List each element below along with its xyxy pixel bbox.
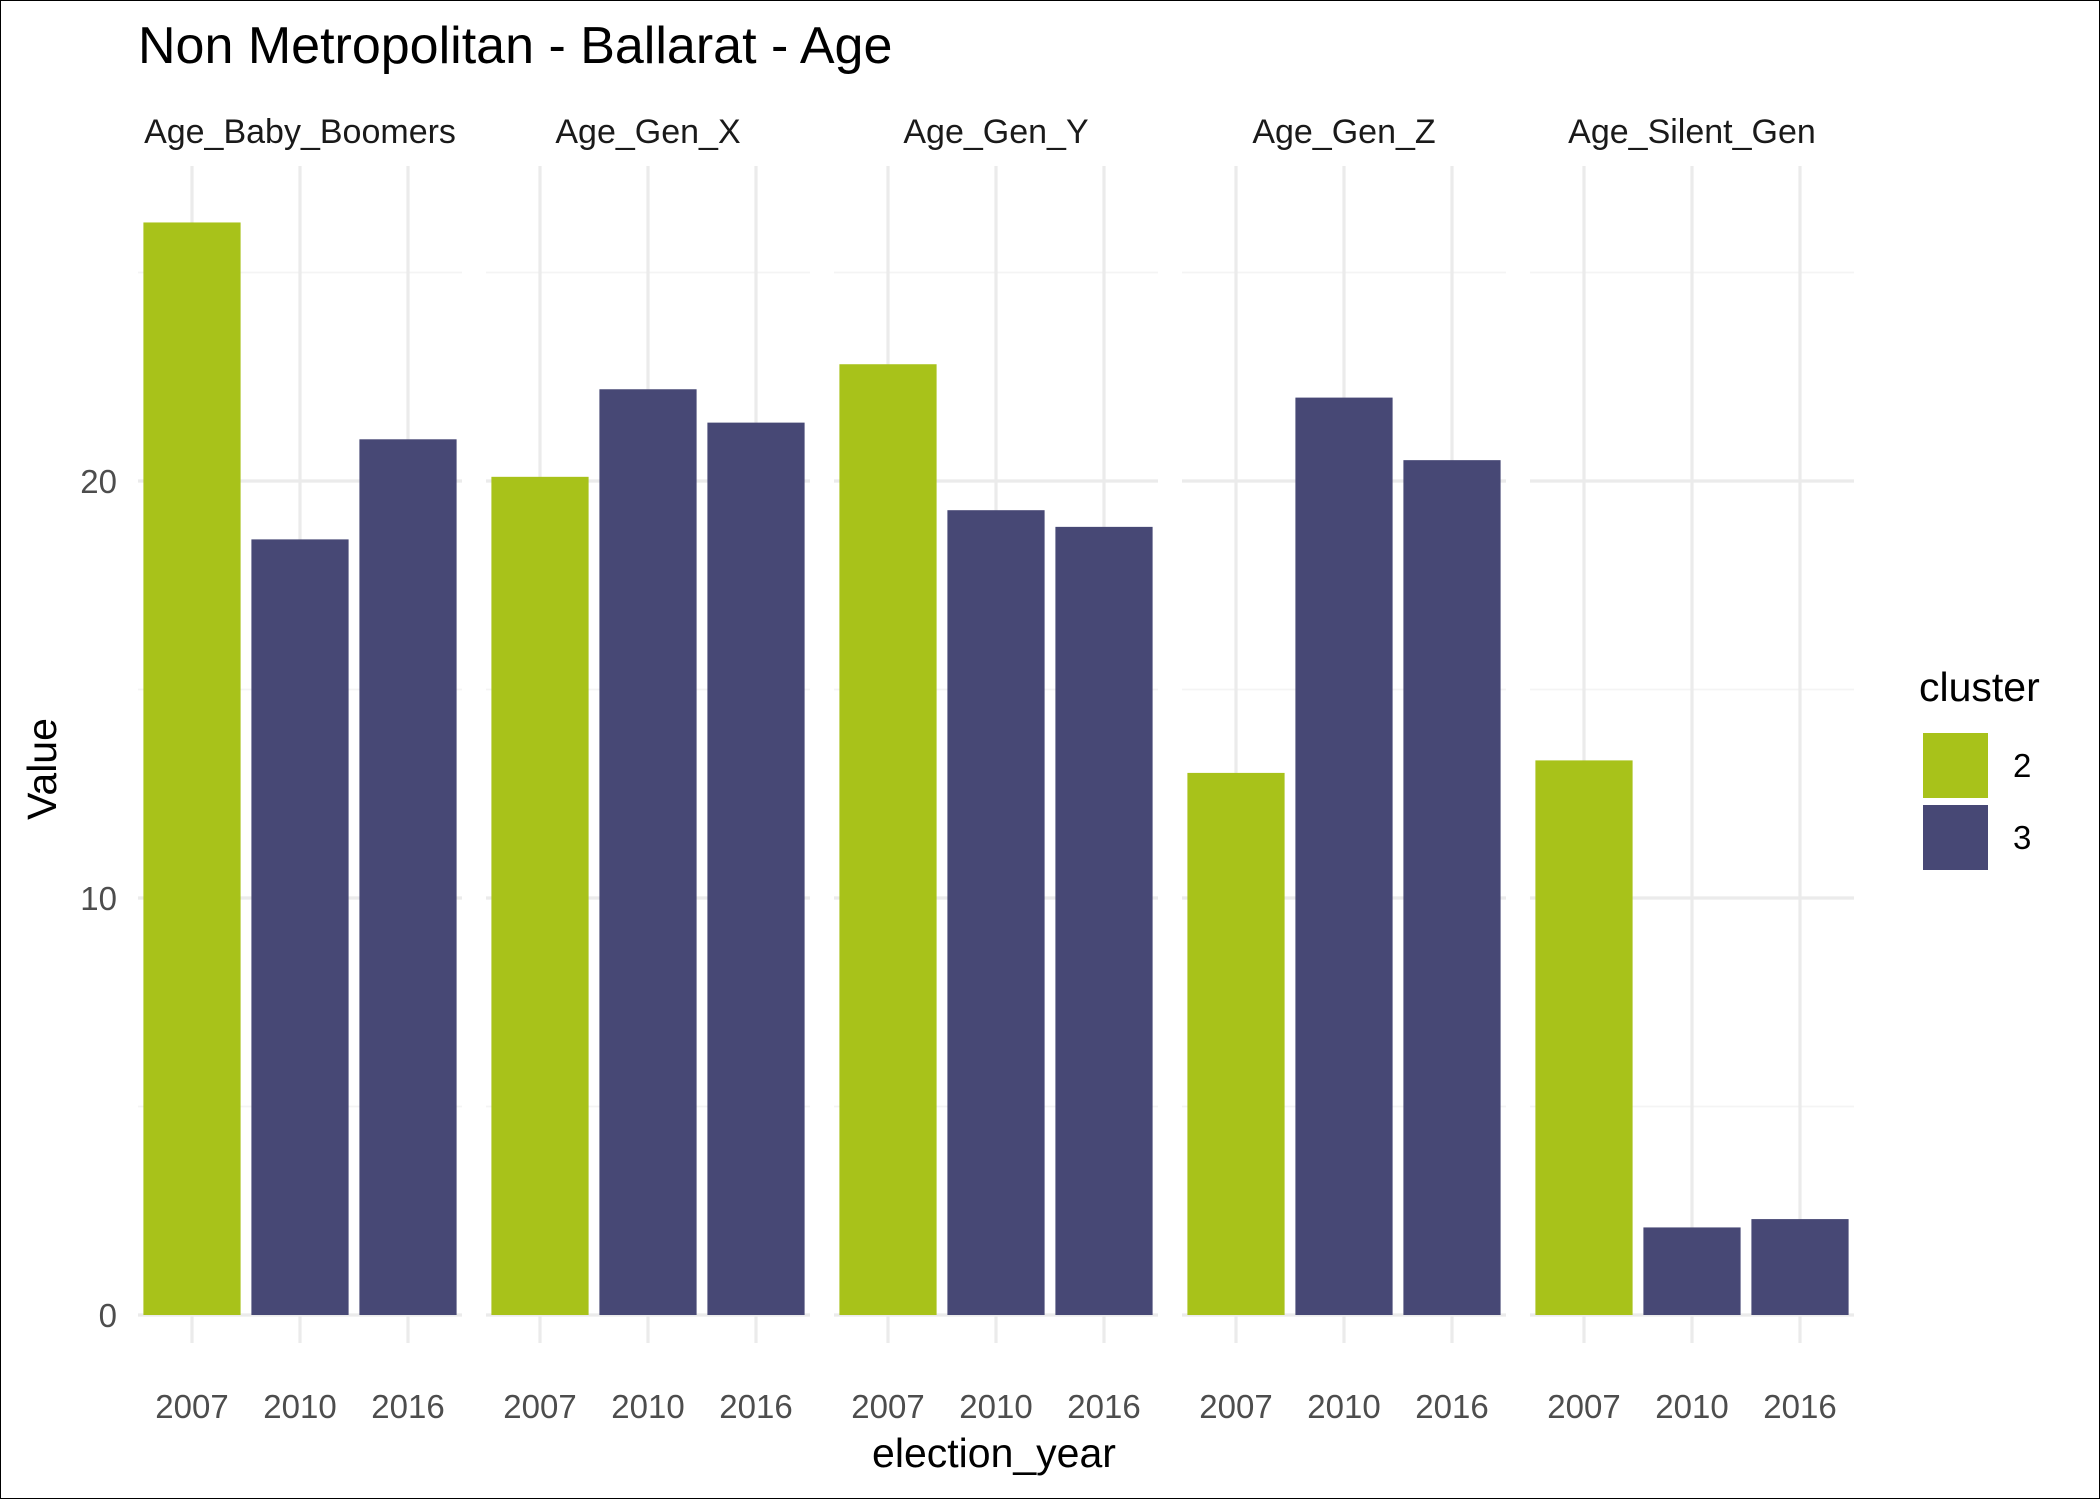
- bar-age-baby-boomers-2007: [143, 222, 241, 1316]
- x-tick-label: 2010: [611, 1388, 684, 1425]
- facet-strip-label: Age_Gen_Z: [1252, 113, 1435, 151]
- bar-age-baby-boomers-2016: [359, 439, 457, 1315]
- chart-title: Non Metropolitan - Ballarat - Age: [138, 17, 892, 75]
- x-tick-label: 2007: [1547, 1388, 1620, 1425]
- x-tick-label: 2016: [1067, 1388, 1140, 1425]
- x-tick-label: 2016: [1415, 1388, 1488, 1425]
- y-tick-label: 0: [99, 1297, 117, 1334]
- facet-panel-age-silent-gen: Age_Silent_Gen 2007 2010 2016: [1530, 113, 1854, 1425]
- facet-panel-age-gen-z: Age_Gen_Z 2007 2010 2016: [1182, 113, 1506, 1425]
- legend-swatch-2: [1923, 733, 1988, 798]
- bar-age-gen-z-2010: [1295, 397, 1393, 1316]
- facet-strip-label: Age_Gen_X: [555, 113, 740, 151]
- x-tick-label: 2007: [155, 1388, 228, 1425]
- bar-age-gen-x-2016: [707, 422, 805, 1315]
- y-axis-title: Value: [19, 718, 65, 820]
- bar-age-gen-x-2007: [491, 476, 589, 1316]
- facet-panel-age-baby-boomers: Age_Baby_Boomers 2007 2010 2016: [138, 113, 462, 1425]
- bar-age-silent-gen-2007: [1535, 760, 1633, 1315]
- bar-age-gen-z-2016: [1403, 460, 1501, 1315]
- bar-age-silent-gen-2016: [1751, 1219, 1849, 1315]
- x-tick-label: 2007: [1199, 1388, 1272, 1425]
- facet-panel-age-gen-y: Age_Gen_Y 2007 2010 2016: [834, 113, 1158, 1425]
- x-tick-label: 2016: [1763, 1388, 1836, 1425]
- legend-title: cluster: [1919, 664, 2040, 710]
- x-tick-label: 2010: [959, 1388, 1032, 1425]
- bar-age-gen-z-2007: [1187, 772, 1285, 1315]
- x-tick-label: 2010: [263, 1388, 336, 1425]
- bar-age-baby-boomers-2010: [251, 539, 349, 1315]
- x-tick-label: 2010: [1655, 1388, 1728, 1425]
- legend-swatch-3: [1923, 805, 1988, 870]
- y-tick-label: 10: [80, 880, 117, 917]
- facet-panel-age-gen-x: Age_Gen_X 2007 2010 2016: [486, 113, 810, 1425]
- facet-strip-label: Age_Gen_Y: [903, 113, 1088, 151]
- x-tick-label: 2016: [371, 1388, 444, 1425]
- bar-age-gen-y-2016: [1055, 526, 1153, 1315]
- legend-label: 3: [2013, 819, 2031, 856]
- x-tick-label: 2007: [851, 1388, 924, 1425]
- x-tick-label: 2016: [719, 1388, 792, 1425]
- x-tick-label: 2007: [503, 1388, 576, 1425]
- bar-age-silent-gen-2010: [1643, 1227, 1741, 1315]
- bar-age-gen-y-2010: [947, 510, 1045, 1315]
- bar-age-gen-x-2010: [599, 389, 697, 1315]
- bar-age-gen-y-2007: [839, 364, 937, 1315]
- legend-label: 2: [2013, 747, 2031, 784]
- x-tick-label: 2010: [1307, 1388, 1380, 1425]
- facet-strip-label: Age_Silent_Gen: [1568, 113, 1816, 151]
- y-tick-label: 20: [80, 463, 117, 500]
- facet-strip-label: Age_Baby_Boomers: [144, 113, 456, 151]
- x-axis-title: election_year: [872, 1430, 1116, 1476]
- legend: cluster 2 3: [1919, 664, 2040, 871]
